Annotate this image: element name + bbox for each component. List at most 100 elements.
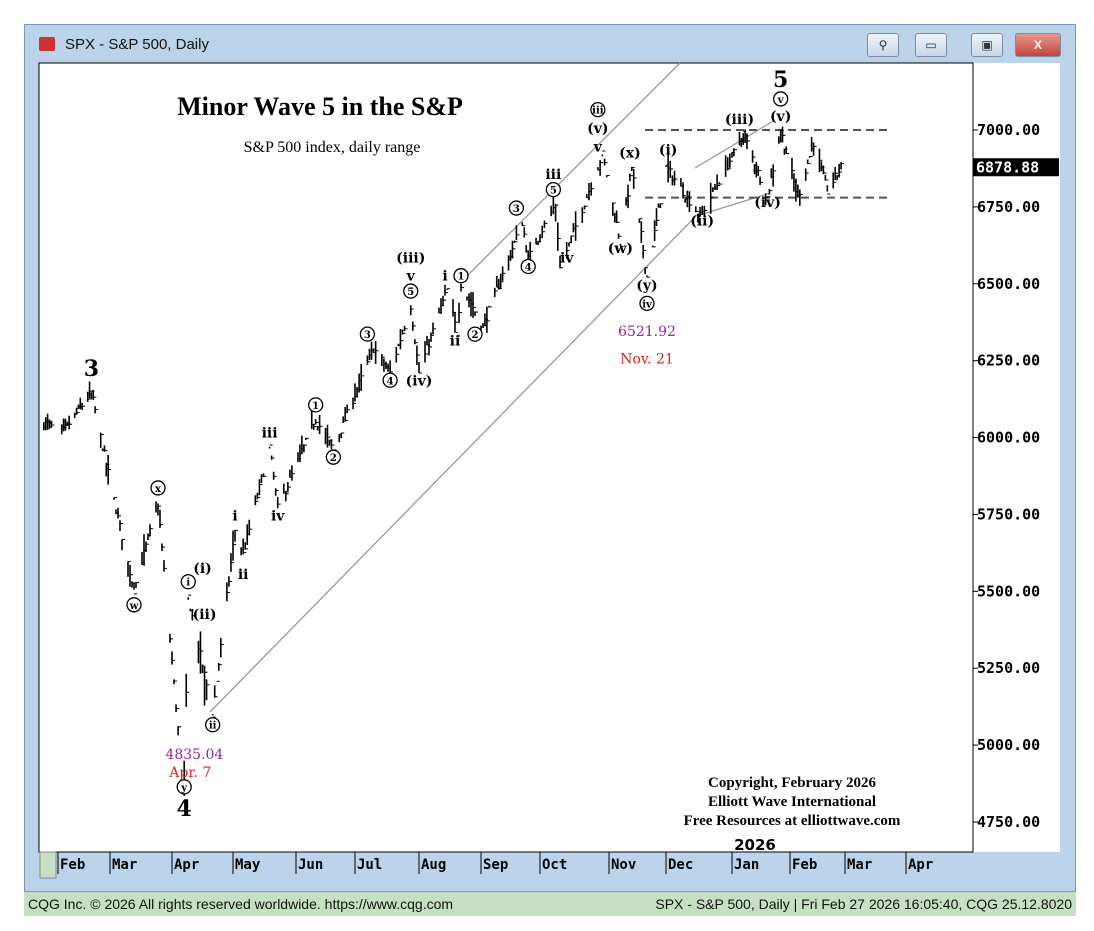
wave-label: 3	[84, 356, 99, 382]
wave-label-circle	[126, 597, 142, 613]
wave-label-circle	[520, 258, 536, 275]
x-tick-label: Mar	[847, 857, 872, 873]
wave-label: w	[129, 601, 139, 612]
wave-label-circle	[508, 200, 525, 216]
wave-label: (i)	[659, 143, 678, 159]
x-tick-label: Jun	[298, 857, 323, 873]
wave-label: (ii)	[690, 213, 714, 229]
wave-label: iii	[592, 106, 604, 117]
wave-label: Nov. 21	[620, 352, 674, 368]
wave-label: (y)	[636, 278, 657, 294]
wave-label: Apr. 7	[168, 765, 211, 781]
wave-label: iv	[271, 509, 285, 525]
wave-label: 3	[513, 204, 520, 215]
x-tick-label: Apr	[908, 857, 933, 873]
minimize-button[interactable]: ▭	[915, 33, 947, 57]
y-tick-label: 6000.00	[977, 429, 1040, 447]
title-bar[interactable]: SPX - S&P 500, Daily ⚲ ▭ ▣ X	[25, 25, 1075, 63]
wave-label: (iv)	[754, 195, 781, 211]
wave-label: 6521.92	[618, 324, 676, 340]
x-tick-label: Aug	[421, 857, 446, 873]
maximize-button[interactable]: ▣	[971, 33, 1003, 57]
x-tick-label: Sep	[483, 857, 508, 873]
x-tick-label: Jul	[357, 857, 382, 873]
copyright-line: Free Resources at elliottwave.com	[684, 813, 901, 829]
wave-label: iv	[560, 250, 574, 266]
status-info: SPX - S&P 500, Daily | Fri Feb 27 2026 1…	[655, 896, 1072, 912]
wave-label: 1	[312, 401, 319, 412]
x-tick-label: Feb	[60, 857, 85, 873]
wave-label-circle	[176, 779, 192, 795]
wave-label-circle	[467, 326, 483, 342]
x-tick-label: Dec	[668, 857, 693, 873]
x-tick-label: Apr	[174, 857, 199, 873]
wave-label: 5	[550, 186, 557, 197]
wave-label-circle	[180, 574, 196, 590]
wave-label-circle	[205, 717, 221, 733]
status-copyright: CQG Inc. © 2026 All rights reserved worl…	[28, 896, 454, 912]
wave-label: 5	[773, 67, 788, 93]
wave-label: v	[406, 269, 416, 285]
wave-label: 2	[330, 453, 337, 464]
wave-label: x	[155, 484, 162, 495]
x-tick-label: Nov	[611, 857, 636, 873]
wave-label: (w)	[608, 241, 633, 257]
wave-label: i	[186, 578, 190, 589]
wave-label: ii	[450, 333, 461, 349]
wave-label: 5	[407, 287, 414, 298]
y-tick-label: 5750.00	[977, 505, 1040, 523]
wave-label: 3	[364, 330, 371, 341]
wave-label-circle	[772, 91, 789, 107]
wave-label: y	[180, 783, 188, 794]
wave-label: v	[777, 95, 785, 106]
wave-label: (ii)	[193, 607, 217, 623]
app-icon	[39, 37, 55, 51]
status-bar: CQG Inc. © 2026 All rights reserved worl…	[24, 892, 1076, 916]
wave-label: (iii)	[725, 112, 754, 128]
y-tick-label: 4750.00	[977, 813, 1040, 831]
wave-label: iv	[642, 299, 653, 310]
wave-label: i	[232, 509, 237, 525]
wave-label-circle	[382, 372, 398, 388]
chart-subtitle: S&P 500 index, daily range	[244, 139, 421, 156]
last-price-box	[973, 158, 1059, 177]
x-tick-label: May	[235, 857, 261, 873]
wave-label-circle	[590, 101, 606, 118]
wave-label-circle	[545, 181, 562, 198]
wave-label-circle	[403, 283, 419, 299]
wave-label-circle	[359, 326, 376, 342]
copyright-line: Elliott Wave International	[708, 794, 876, 810]
wave-label: 1	[458, 272, 465, 283]
wave-label: (v)	[587, 121, 608, 137]
wave-label: (iii)	[396, 251, 425, 267]
window-title: SPX - S&P 500, Daily	[65, 36, 209, 53]
upper-channel-line	[459, 62, 681, 284]
wave-label-circle	[325, 449, 342, 465]
y-tick-label: 6250.00	[977, 352, 1040, 370]
y-tick-label: 7000.00	[977, 121, 1040, 139]
chart-title: Minor Wave 5 in the S&P	[177, 92, 463, 121]
wedge-lower-line	[699, 192, 771, 216]
wave-label: (i)	[193, 561, 212, 577]
link-button[interactable]: ⚲	[867, 33, 899, 57]
y-tick-label: 6500.00	[977, 275, 1040, 293]
wave-label: (v)	[770, 109, 791, 125]
wave-label: 2	[472, 330, 479, 341]
wave-label: 4835.04	[165, 747, 223, 763]
wave-label: iii	[262, 426, 278, 442]
x-tick-label: Jan	[734, 857, 759, 873]
wave-label: 4	[177, 796, 192, 822]
wave-label: ii	[209, 721, 217, 732]
wave-label-circle	[308, 397, 324, 413]
wave-label: (iv)	[406, 373, 433, 389]
copyright-line: Copyright, February 2026	[708, 775, 876, 791]
y-tick-label: 5000.00	[977, 736, 1040, 754]
wedge-upper-line	[694, 119, 776, 169]
x-tick-label: Mar	[112, 857, 137, 873]
wave-label: 4	[525, 262, 532, 273]
close-button[interactable]: X	[1015, 33, 1061, 57]
scroll-handle	[39, 851, 57, 879]
lower-channel-line	[209, 211, 701, 713]
year-label: 2026	[734, 836, 776, 854]
